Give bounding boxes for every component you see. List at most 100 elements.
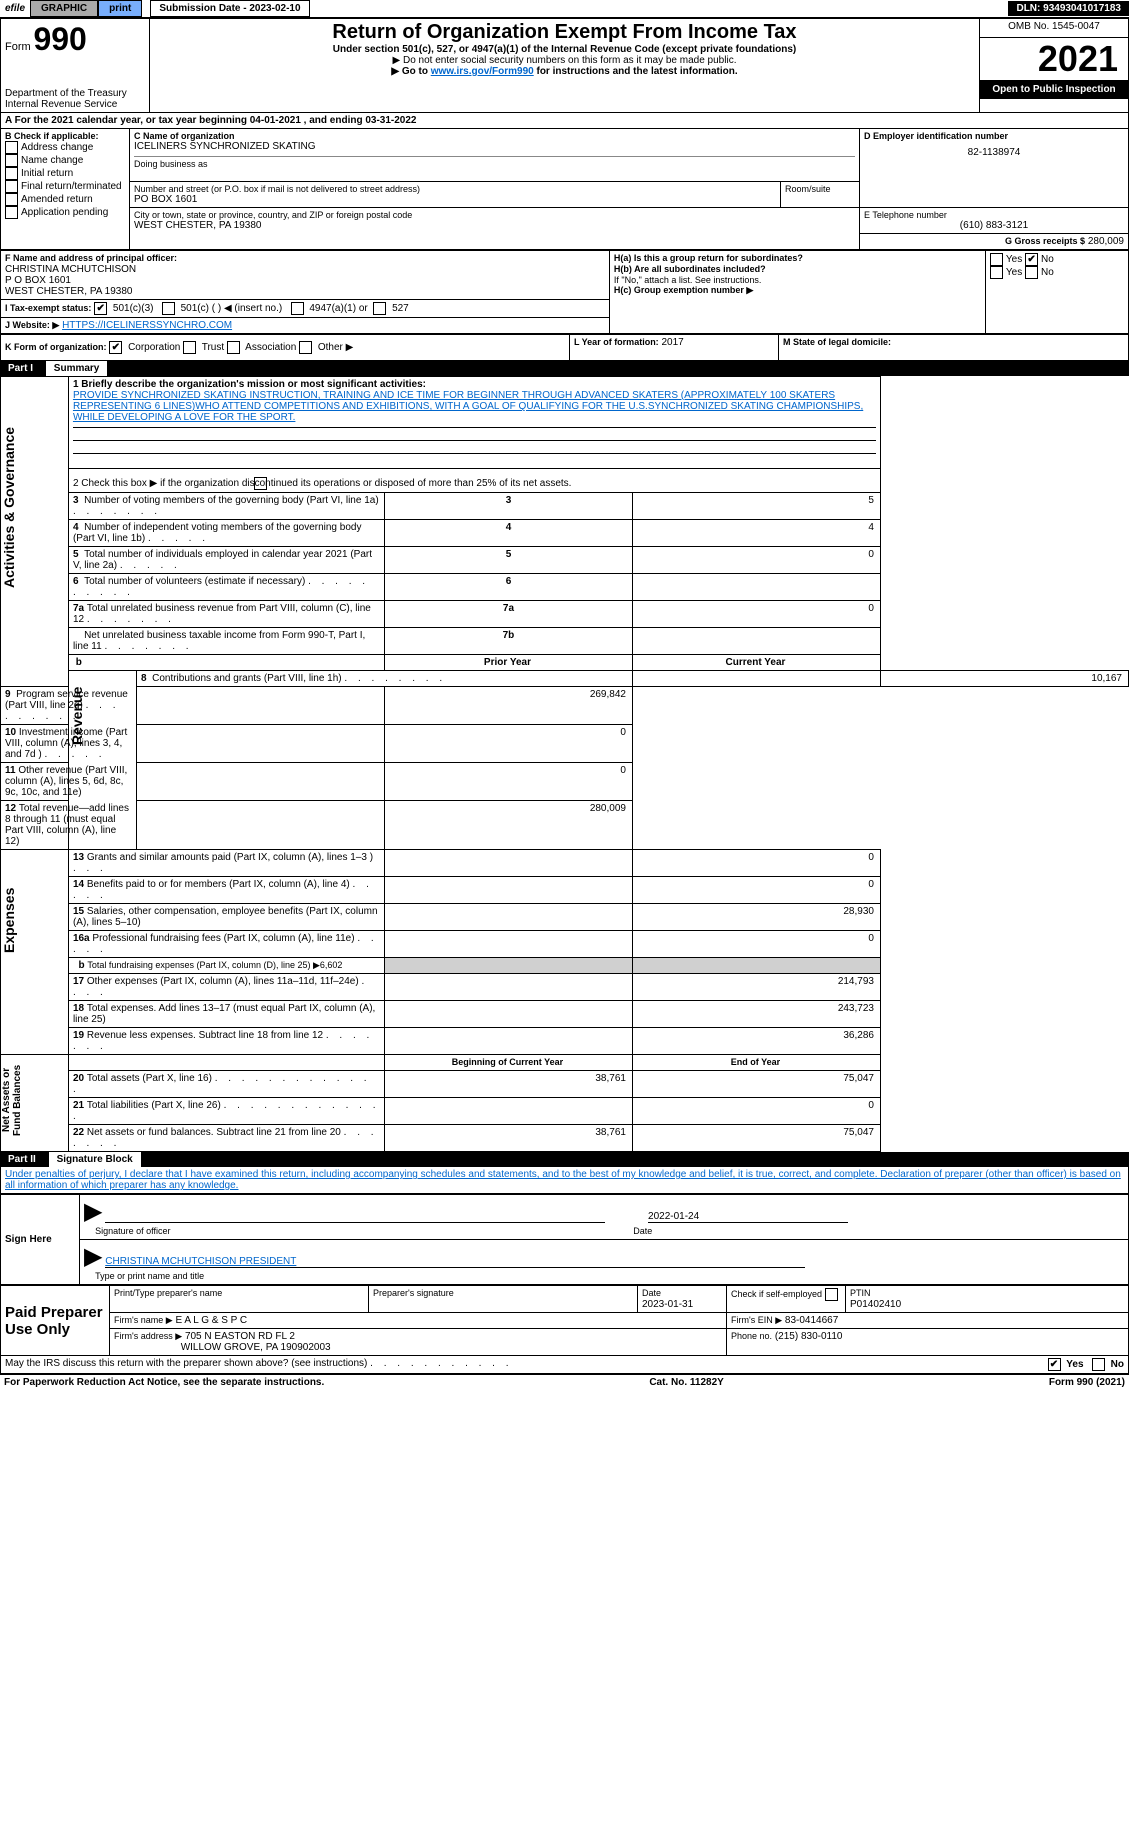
checkbox-527[interactable] bbox=[373, 302, 386, 315]
cb-label-4: Amended return bbox=[21, 194, 93, 205]
period-end: 03-31-2022 bbox=[365, 115, 416, 126]
footer-form-num: 990 bbox=[1077, 1377, 1094, 1388]
firm-name: E A L G & S P C bbox=[175, 1315, 247, 1326]
exp-curr-16a: 0 bbox=[632, 931, 880, 958]
gov-row-7b: Net unrelated business taxable income fr… bbox=[1, 628, 1129, 655]
graphic-button[interactable]: GRAPHIC bbox=[30, 0, 98, 17]
checkbox-other[interactable] bbox=[299, 341, 312, 354]
self-emp-label: Check if self-employed bbox=[731, 1289, 822, 1299]
footer-right: Form 990 (2021) bbox=[1049, 1377, 1125, 1388]
checkbox-self-emp[interactable] bbox=[825, 1288, 838, 1301]
box-g-label: G Gross receipts $ bbox=[1005, 236, 1085, 246]
h-b-yesno: Yes No bbox=[990, 266, 1124, 279]
box-f-label: F Name and address of principal officer: bbox=[5, 253, 177, 263]
street: PO BOX 1601 bbox=[134, 194, 776, 205]
exp-text-16b: Total fundraising expenses (Part IX, col… bbox=[87, 960, 342, 970]
print-button[interactable]: print bbox=[98, 0, 142, 17]
checkbox-corp[interactable] bbox=[109, 341, 122, 354]
prep-date-label: Date bbox=[642, 1288, 661, 1298]
exp-curr-14: 0 bbox=[632, 877, 880, 904]
col-begin: Beginning of Current Year bbox=[384, 1055, 632, 1071]
gov-val-5: 0 bbox=[632, 547, 880, 574]
officer-city: WEST CHESTER, PA 19380 bbox=[5, 286, 132, 297]
part2-label: Part II bbox=[8, 1154, 36, 1165]
checkbox-discuss-yes[interactable] bbox=[1048, 1358, 1061, 1371]
mission-text[interactable]: PROVIDE SYNCHRONIZED SKATING INSTRUCTION… bbox=[73, 390, 863, 423]
checkbox-501c[interactable] bbox=[162, 302, 175, 315]
period-begin: 04-01-2021 bbox=[250, 115, 301, 126]
checkbox-ha-no[interactable] bbox=[1025, 253, 1038, 266]
checkbox-final-return[interactable]: Final return/terminated bbox=[5, 180, 125, 193]
yes-label-2: Yes bbox=[1006, 267, 1022, 278]
checkbox-discuss-no[interactable] bbox=[1092, 1358, 1105, 1371]
checkbox-hb-no[interactable] bbox=[1025, 266, 1038, 279]
checkbox-amended[interactable]: Amended return bbox=[5, 193, 125, 206]
irs-label: Internal Revenue Service bbox=[5, 99, 145, 110]
gov-box-5: 5 bbox=[384, 547, 632, 574]
city-label: City or town, state or province, country… bbox=[134, 210, 855, 220]
period-label-mid: , and ending bbox=[304, 115, 366, 126]
gov-text-4: Number of independent voting members of … bbox=[73, 522, 362, 544]
officer-printed[interactable]: CHRISTINA MCHUTCHISON PRESIDENT bbox=[105, 1256, 296, 1267]
rev-prior-11 bbox=[136, 763, 384, 801]
h-a-row: H(a) Is this a group return for subordin… bbox=[614, 253, 981, 264]
checkbox-4947[interactable] bbox=[291, 302, 304, 315]
type-name-label: Type or print name and title bbox=[95, 1271, 204, 1281]
vert-netassets: Net Assets or Fund Balances bbox=[1, 1055, 23, 1145]
goto-link[interactable]: www.irs.gov/Form990 bbox=[431, 66, 534, 77]
declaration-text[interactable]: Under penalties of perjury, I declare th… bbox=[5, 1169, 1121, 1191]
gov-text-6: Total number of volunteers (estimate if … bbox=[84, 576, 305, 587]
exp-curr-15: 28,930 bbox=[632, 904, 880, 931]
no-label: No bbox=[1041, 254, 1054, 265]
checkbox-line2[interactable] bbox=[254, 477, 267, 490]
exp-prior-18 bbox=[384, 1001, 632, 1028]
preparer-table: Paid Preparer Use Only Print/Type prepar… bbox=[0, 1285, 1129, 1356]
gross-receipts: 280,009 bbox=[1088, 236, 1124, 247]
box-j-label: J Website: ▶ bbox=[5, 320, 59, 330]
checkbox-ha-yes[interactable] bbox=[990, 253, 1003, 266]
exp-curr-17: 214,793 bbox=[632, 974, 880, 1001]
net-curr-22: 75,047 bbox=[632, 1125, 880, 1152]
exp-curr-18: 243,723 bbox=[632, 1001, 880, 1028]
checkbox-trust[interactable] bbox=[183, 341, 196, 354]
h-a-label: H(a) Is this a group return for subordin… bbox=[614, 253, 803, 263]
footer-left: For Paperwork Reduction Act Notice, see … bbox=[4, 1377, 324, 1388]
net-prior-21 bbox=[384, 1098, 632, 1125]
checkbox-name-change[interactable]: Name change bbox=[5, 154, 125, 167]
arrow-icon-2: ▶ bbox=[84, 1243, 102, 1270]
opt-corp: Corporation bbox=[128, 342, 180, 353]
firm-addr2: WILLOW GROVE, PA 190902003 bbox=[181, 1342, 331, 1353]
exp-text-15: Salaries, other compensation, employee b… bbox=[73, 906, 378, 928]
exp-text-13: Grants and similar amounts paid (Part IX… bbox=[87, 852, 373, 863]
exp-prior-15 bbox=[384, 904, 632, 931]
opt-501c: 501(c) ( ) ◀ (insert no.) bbox=[181, 303, 283, 314]
gov-row-7a: 7a Total unrelated business revenue from… bbox=[1, 601, 1129, 628]
vert-revenue: Revenue bbox=[69, 671, 85, 761]
h-b-row: H(b) Are all subordinates included? bbox=[614, 264, 981, 275]
firm-ein: 83-0414667 bbox=[785, 1315, 838, 1326]
checkbox-application[interactable]: Application pending bbox=[5, 206, 125, 219]
checkbox-assoc[interactable] bbox=[227, 341, 240, 354]
gov-box-6: 6 bbox=[384, 574, 632, 601]
checkbox-initial-return[interactable]: Initial return bbox=[5, 167, 125, 180]
exp-prior-16b bbox=[384, 958, 632, 974]
col-current: Current Year bbox=[632, 655, 880, 671]
opt-4947: 4947(a)(1) or bbox=[309, 303, 367, 314]
website-link[interactable]: HTTPS://ICELINERSSYNCHRO.COM bbox=[62, 320, 232, 331]
rev-prior-12 bbox=[136, 801, 384, 850]
gov-row-3: 3 Number of voting members of the govern… bbox=[1, 493, 1129, 520]
rev-text-11: Other revenue (Part VIII, column (A), li… bbox=[5, 765, 127, 798]
checkbox-501c3[interactable] bbox=[94, 302, 107, 315]
footer-mid: Cat. No. 11282Y bbox=[649, 1377, 723, 1388]
net-curr-20: 75,047 bbox=[632, 1071, 880, 1098]
cb-label-1: Name change bbox=[21, 155, 83, 166]
checkbox-hb-yes[interactable] bbox=[990, 266, 1003, 279]
net-prior-20: 38,761 bbox=[384, 1071, 632, 1098]
part1-label: Part I bbox=[8, 363, 33, 374]
rev-curr-11: 0 bbox=[384, 763, 632, 801]
rev-curr-10: 0 bbox=[384, 725, 632, 763]
gov-row-6: 6 Total number of volunteers (estimate i… bbox=[1, 574, 1129, 601]
goto-instruction: ▶ Go to www.irs.gov/Form990 for instruct… bbox=[154, 66, 975, 77]
sig-officer-label: Signature of officer bbox=[95, 1226, 170, 1236]
checkbox-address-change[interactable]: Address change bbox=[5, 141, 125, 154]
